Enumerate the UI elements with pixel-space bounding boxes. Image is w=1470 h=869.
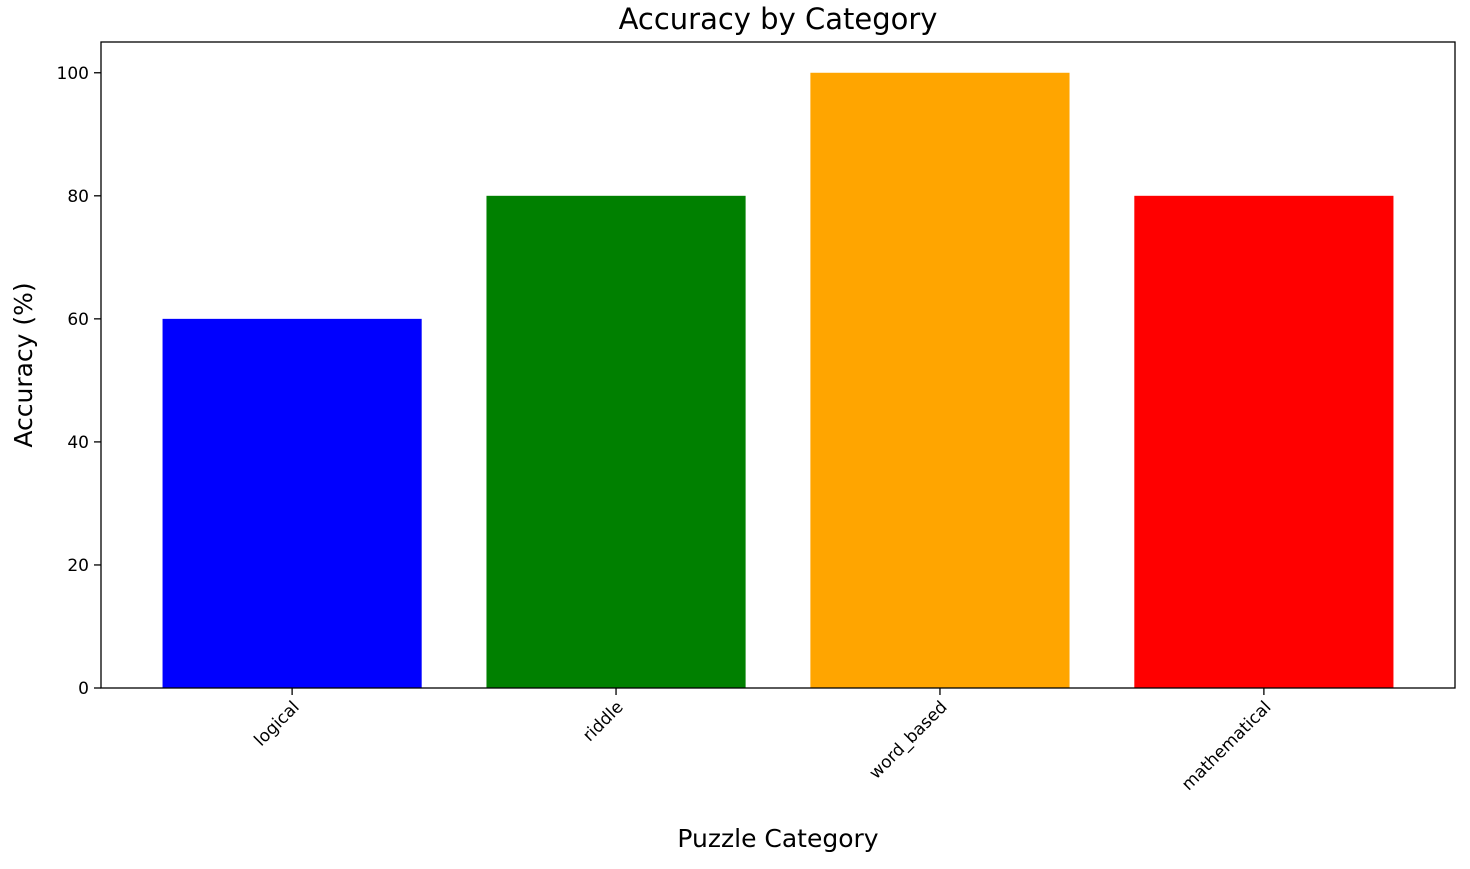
x-tick-label: riddle <box>579 697 627 745</box>
y-axis-label: Accuracy (%) <box>9 282 38 447</box>
x-tick-label: logical <box>251 697 304 750</box>
x-axis-ticks: logical riddle word_based mathematical <box>251 688 1275 795</box>
y-axis-ticks: 0 20 40 60 80 100 <box>57 64 101 699</box>
y-tick-label: 40 <box>67 433 89 453</box>
bars-layer <box>162 72 1394 689</box>
bar-mathematical <box>1134 195 1394 689</box>
y-tick-label: 80 <box>67 187 89 207</box>
y-tick-label: 100 <box>57 64 89 84</box>
x-tick-label: mathematical <box>1178 697 1275 794</box>
chart-title: Accuracy by Category <box>619 2 938 36</box>
plot-frame <box>100 41 1456 689</box>
y-tick-label: 0 <box>78 679 89 699</box>
bar-logical <box>162 318 422 688</box>
y-tick-label: 20 <box>67 556 89 576</box>
y-tick-label: 60 <box>67 310 89 330</box>
x-tick-label: word_based <box>866 697 952 783</box>
bar-riddle <box>486 195 746 689</box>
bar-word-based <box>810 72 1070 688</box>
x-axis-label: Puzzle Category <box>677 824 878 853</box>
